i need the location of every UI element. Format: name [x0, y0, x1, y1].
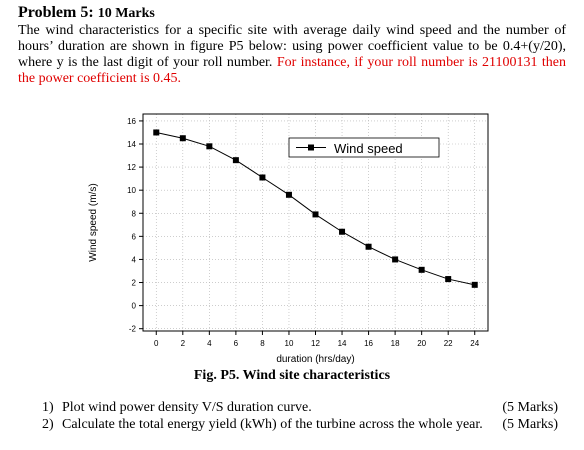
- legend-label: Wind speed: [334, 141, 403, 156]
- y-tick-label: 0: [132, 302, 137, 311]
- y-axis-label: Wind speed (m/s): [88, 183, 99, 261]
- y-tick-label: 12: [127, 163, 136, 172]
- y-tick-label: 2: [132, 279, 137, 288]
- data-point: [418, 266, 425, 273]
- question-marks: (5 Marks): [502, 400, 558, 415]
- data-point: [471, 281, 478, 288]
- figure-caption: Fig. P5. Wind site characteristics: [193, 368, 391, 383]
- x-tick-label: 4: [207, 339, 212, 348]
- data-point: [285, 191, 292, 198]
- x-tick-label: 2: [181, 339, 186, 348]
- x-tick-label: 18: [391, 339, 400, 348]
- problem-label: Problem 5:: [18, 4, 94, 21]
- data-point: [179, 135, 186, 142]
- x-tick-label: 16: [364, 339, 373, 348]
- data-point: [312, 211, 319, 218]
- data-point: [259, 174, 266, 181]
- problem-statement: The wind characteristics for a specific …: [18, 23, 566, 87]
- question-number: 2): [42, 417, 54, 432]
- x-axis-label: duration (hrs/day): [276, 354, 354, 365]
- x-tick-label: 12: [311, 339, 320, 348]
- data-point: [153, 129, 160, 136]
- x-tick-label: 22: [444, 339, 453, 348]
- roll-number-example: For instance, if your roll number is 211…: [18, 55, 567, 86]
- question-number: 1): [42, 400, 54, 415]
- data-point: [365, 243, 372, 250]
- y-tick-label: -2: [129, 325, 137, 334]
- y-tick-label: 4: [132, 255, 137, 264]
- data-point: [232, 157, 239, 164]
- x-tick-label: 20: [417, 339, 426, 348]
- y-tick-label: 16: [127, 117, 136, 126]
- question-text: Calculate the total energy yield (kWh) o…: [62, 417, 483, 432]
- data-point: [339, 228, 346, 235]
- problem-marks: 10 Marks: [97, 6, 155, 21]
- data-point: [392, 256, 399, 263]
- x-tick-label: 8: [260, 339, 265, 348]
- data-point: [206, 143, 213, 150]
- x-tick-label: 0: [154, 339, 159, 348]
- question-item: 1) Plot wind power density V/S duration …: [42, 400, 562, 417]
- problem-statement-text: The wind characteristics for a specific …: [18, 23, 566, 70]
- y-tick-label: 6: [132, 232, 137, 241]
- y-tick-label: 14: [127, 140, 136, 149]
- x-tick-label: 10: [285, 339, 294, 348]
- y-tick-label: 10: [127, 186, 136, 195]
- problem-title: Problem 5: 10 Marks: [18, 4, 155, 22]
- y-tick-label: 8: [132, 209, 137, 218]
- x-tick-label: 14: [338, 339, 347, 348]
- legend-marker: [308, 144, 314, 151]
- x-tick-label: 24: [470, 339, 479, 348]
- wind-speed-chart: 0 2 4 6 8 10 12 14 16 18 20 22 24-20246810121416dura…: [88, 113, 489, 365]
- question-text: Plot wind power density V/S duration cur…: [62, 400, 312, 415]
- question-item: 2) Calculate the total energy yield (kWh…: [42, 417, 562, 434]
- question-marks: (5 Marks): [502, 417, 558, 432]
- x-tick-label: 6: [234, 339, 239, 348]
- questions-list: 1) Plot wind power density V/S duration …: [42, 400, 562, 434]
- data-point: [445, 276, 452, 283]
- legend-box: [288, 137, 440, 158]
